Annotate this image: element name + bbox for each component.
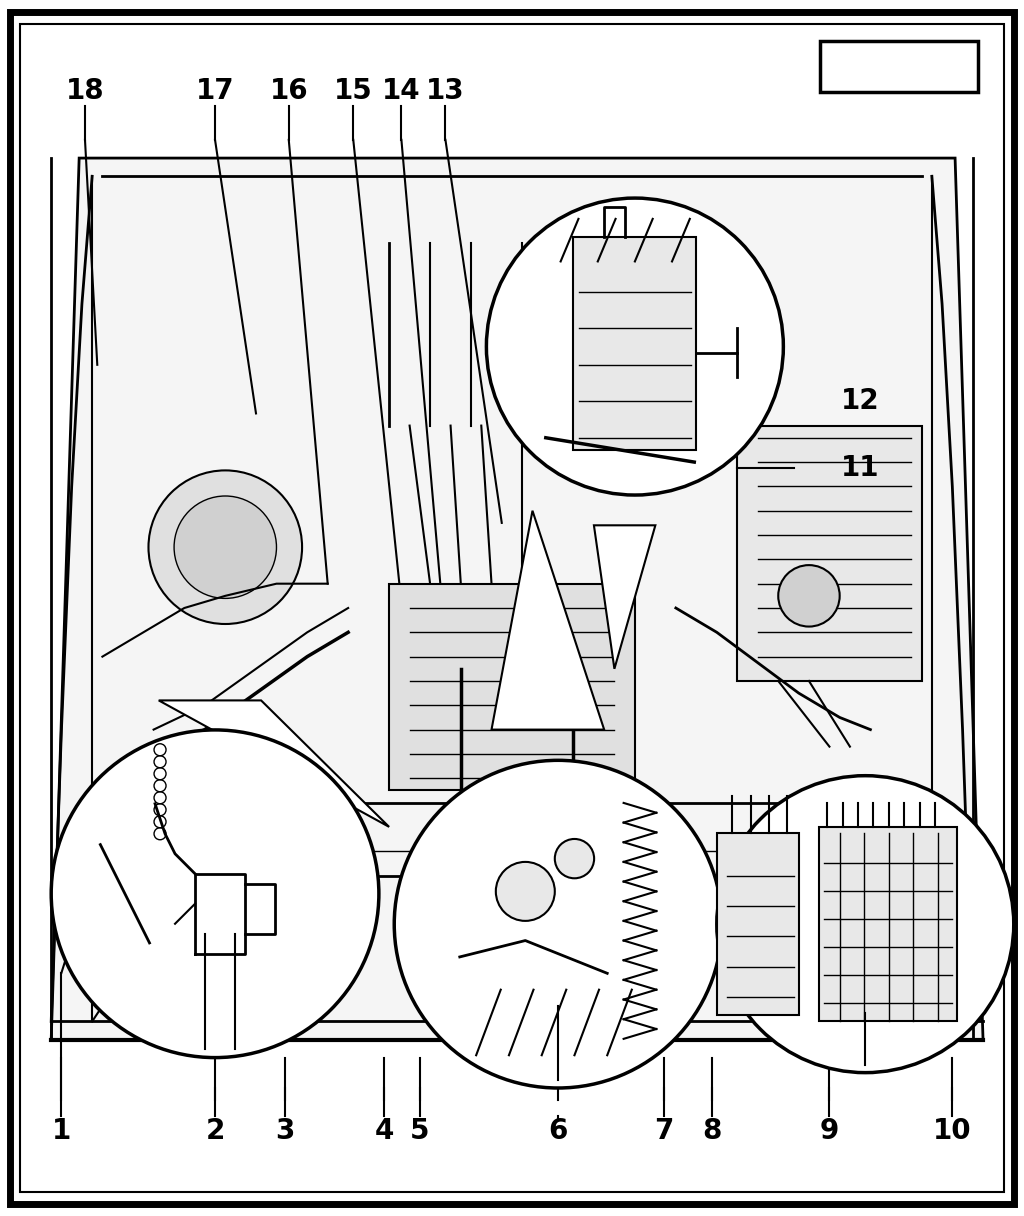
Text: 17: 17 <box>196 77 234 106</box>
Text: 7: 7 <box>654 1116 673 1145</box>
Circle shape <box>148 471 302 624</box>
Polygon shape <box>159 700 389 827</box>
Text: 14: 14 <box>382 77 421 106</box>
Circle shape <box>496 862 555 921</box>
Text: 5: 5 <box>410 1116 430 1145</box>
Text: 6: 6 <box>549 1116 567 1145</box>
Text: 9: 9 <box>820 1116 839 1145</box>
Text: A23-0014: A23-0014 <box>843 57 955 77</box>
Polygon shape <box>492 511 604 730</box>
Text: 13: 13 <box>426 77 465 106</box>
Circle shape <box>394 760 722 1088</box>
Bar <box>737 426 922 681</box>
Text: 18: 18 <box>66 77 104 106</box>
Circle shape <box>717 776 1014 1073</box>
Circle shape <box>174 496 276 598</box>
Bar <box>717 833 799 1015</box>
Circle shape <box>51 730 379 1058</box>
Text: 8: 8 <box>702 1116 721 1145</box>
Circle shape <box>486 198 783 495</box>
Text: 2: 2 <box>206 1116 224 1145</box>
Text: 15: 15 <box>334 77 373 106</box>
Bar <box>819 827 957 1021</box>
Text: 4: 4 <box>375 1116 393 1145</box>
Text: 10: 10 <box>933 1116 972 1145</box>
Text: 11: 11 <box>841 454 880 483</box>
Bar <box>819 41 979 92</box>
Bar <box>573 237 696 450</box>
Text: 3: 3 <box>275 1116 294 1145</box>
Text: 16: 16 <box>269 77 308 106</box>
Circle shape <box>555 839 594 878</box>
Bar <box>389 584 635 790</box>
Circle shape <box>778 565 840 626</box>
Polygon shape <box>594 525 655 669</box>
Text: 12: 12 <box>841 387 880 416</box>
Text: 1: 1 <box>52 1116 71 1145</box>
Polygon shape <box>51 158 983 1040</box>
